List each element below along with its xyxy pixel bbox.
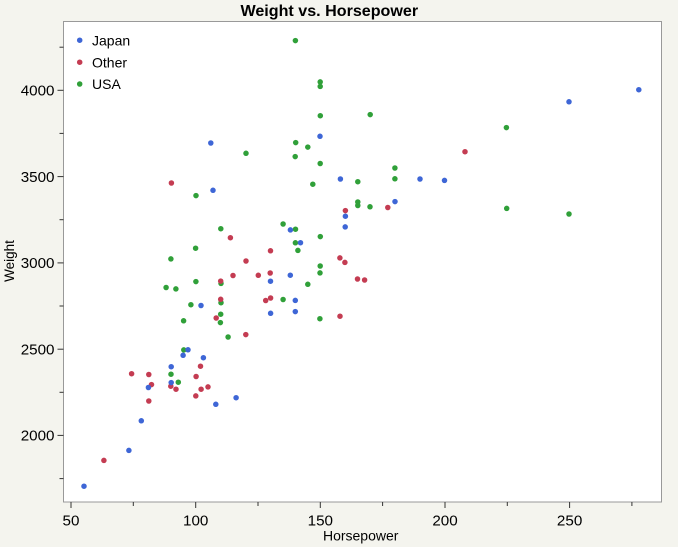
svg-text:4000: 4000 xyxy=(21,83,55,100)
svg-text:2500: 2500 xyxy=(21,341,55,358)
svg-text:Weight vs. Horsepower: Weight vs. Horsepower xyxy=(240,2,418,20)
svg-text:Japan: Japan xyxy=(92,33,130,49)
svg-text:3500: 3500 xyxy=(21,169,55,186)
svg-text:2000: 2000 xyxy=(21,428,55,445)
svg-text:USA: USA xyxy=(92,76,121,92)
svg-text:Weight: Weight xyxy=(2,240,17,282)
svg-text:50: 50 xyxy=(63,512,80,529)
svg-text:250: 250 xyxy=(557,512,582,529)
svg-text:Other: Other xyxy=(92,54,127,70)
svg-text:3000: 3000 xyxy=(21,255,55,272)
svg-text:100: 100 xyxy=(183,512,208,529)
svg-text:200: 200 xyxy=(432,512,457,529)
svg-text:Horsepower: Horsepower xyxy=(323,528,399,544)
svg-text:150: 150 xyxy=(308,512,333,529)
